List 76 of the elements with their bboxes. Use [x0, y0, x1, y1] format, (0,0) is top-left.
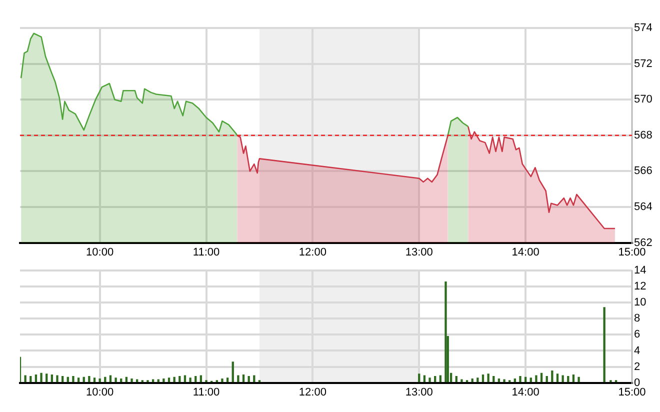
bar	[50, 374, 54, 382]
bar	[444, 281, 447, 382]
bar	[40, 372, 42, 382]
bar	[178, 376, 181, 382]
bar	[221, 378, 224, 382]
bar	[56, 375, 58, 382]
bar	[487, 374, 490, 382]
bar	[603, 307, 606, 382]
x-tick-label: 12:00	[298, 246, 326, 258]
y-tick-label: 574	[634, 22, 652, 34]
x-tick-label: 13:00	[405, 386, 433, 398]
x-tick-label: 11:00	[192, 246, 220, 258]
bar	[578, 376, 580, 382]
bar	[492, 376, 495, 382]
bar	[434, 376, 436, 382]
y-tick-label: 8	[634, 312, 640, 325]
y-tick-label: 12	[634, 280, 646, 293]
y-tick-label: 2	[634, 360, 640, 373]
bar	[503, 379, 506, 382]
bar	[248, 376, 250, 382]
bar	[168, 378, 170, 382]
bar	[535, 375, 538, 382]
bar	[519, 376, 522, 382]
bar	[546, 376, 548, 382]
bar	[46, 374, 48, 382]
bar	[61, 376, 64, 382]
bar	[242, 374, 245, 382]
bar	[24, 375, 26, 382]
bar	[482, 374, 484, 382]
bar	[460, 379, 463, 382]
bar	[556, 374, 559, 382]
bar	[114, 378, 117, 382]
bar	[189, 378, 192, 382]
bar	[162, 378, 165, 382]
y-tick-label: 564	[634, 201, 652, 214]
x-tick-label: 10:00	[86, 246, 114, 258]
bar	[428, 378, 431, 382]
bar	[72, 376, 74, 382]
bar	[476, 378, 479, 382]
y-tick-label: 14	[634, 264, 646, 277]
x-tick-label: 13:00	[405, 246, 433, 258]
bar	[567, 376, 570, 382]
bar	[130, 378, 133, 382]
bar	[194, 376, 197, 382]
bar	[530, 378, 532, 382]
x-tick-label: 10:00	[86, 386, 114, 398]
bar	[98, 378, 101, 382]
x-tick-label: 11:00	[192, 386, 220, 398]
y-tick-label: 566	[634, 165, 652, 178]
bar	[30, 376, 32, 382]
bar	[88, 376, 90, 382]
y-tick-label: 0	[634, 376, 640, 389]
y-tick-label: 568	[634, 129, 652, 142]
bar	[226, 378, 229, 382]
y-tick-label: 10	[634, 296, 646, 309]
x-tick-label: 14:00	[512, 246, 540, 258]
x-tick-label: 15:00	[618, 386, 646, 398]
y-tick-label: 4	[634, 344, 640, 357]
x-tick-label: 14:00	[512, 386, 540, 398]
bar	[455, 376, 458, 382]
bar	[562, 375, 564, 382]
bar	[34, 374, 38, 382]
bar	[551, 370, 554, 382]
y-tick-label: 562	[634, 236, 652, 249]
bar	[77, 378, 80, 382]
bar	[232, 362, 234, 382]
bar	[418, 374, 420, 382]
x-tick-label: 12:00	[298, 386, 326, 398]
bar	[572, 374, 575, 382]
bar	[540, 372, 543, 382]
y-tick-label: 570	[634, 94, 652, 106]
x-tick-label: 15:00	[618, 246, 646, 258]
bar	[237, 375, 240, 382]
y-tick-label: 572	[634, 58, 652, 70]
bar	[93, 378, 96, 382]
y-tick-label: 6	[634, 328, 640, 341]
